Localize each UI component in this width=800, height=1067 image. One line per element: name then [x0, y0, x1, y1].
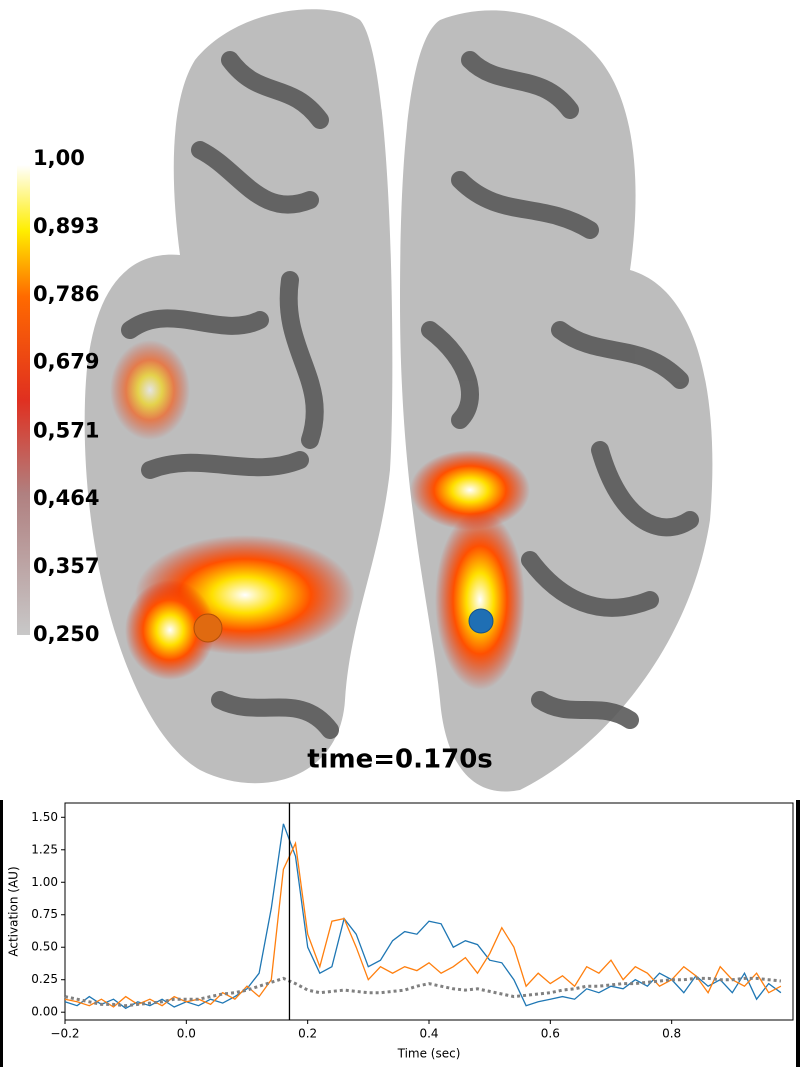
brain-render	[84, 9, 713, 792]
x-tick-label: 0.2	[298, 1027, 317, 1041]
time-course-plot: −0.2 0.0 0.2 0.4 0.6 0.8 0.00 0.25 0.50 0.75 1.00 1…	[7, 802, 794, 1061]
colorbar-tick-label: 0,893	[33, 214, 99, 238]
y-axis-label: Activation (AU)	[7, 866, 21, 956]
x-axis-label: Time (sec)	[397, 1047, 461, 1061]
colorbar-tick-label: 0,357	[33, 554, 99, 578]
time-label: time=0.170s	[307, 745, 493, 775]
series-line	[64, 976, 782, 1008]
colorbar-ticks: 1,00 0,893 0,786 0,679 0,571 0,464 0,357 0,250	[33, 146, 99, 646]
y-tick-label: 1.00	[31, 875, 58, 889]
colorbar-tick-label: 0,464	[33, 486, 99, 510]
x-tick-label: 0.0	[177, 1027, 196, 1041]
y-tick-label: 0.50	[31, 940, 58, 954]
x-tick-label: 0.6	[541, 1027, 560, 1041]
colorbar-tick-label: 1,00	[33, 146, 85, 170]
y-tick-label: 0.00	[31, 1005, 58, 1019]
y-tick-label: 1.25	[31, 842, 58, 856]
colorbar-tick-label: 0,786	[33, 282, 99, 306]
series-line	[64, 823, 782, 1010]
series-line	[64, 841, 782, 1008]
panel-border	[0, 800, 3, 1067]
x-tick-label: −0.2	[50, 1027, 79, 1041]
panel-border	[796, 800, 800, 1067]
y-tick-label: 0.25	[31, 972, 58, 986]
colorbar-tick-label: 0,679	[33, 350, 99, 374]
x-tick-label: 0.8	[662, 1027, 681, 1041]
y-tick-label: 0.75	[31, 907, 58, 921]
x-tick-label: 0.4	[419, 1027, 438, 1041]
plot-frame	[64, 802, 794, 1021]
colorbar-tick-label: 0,250	[33, 622, 99, 646]
y-tick-label: 1.50	[31, 810, 58, 824]
colorbar-tick-label: 0,571	[33, 418, 99, 442]
colorbar	[17, 165, 30, 635]
